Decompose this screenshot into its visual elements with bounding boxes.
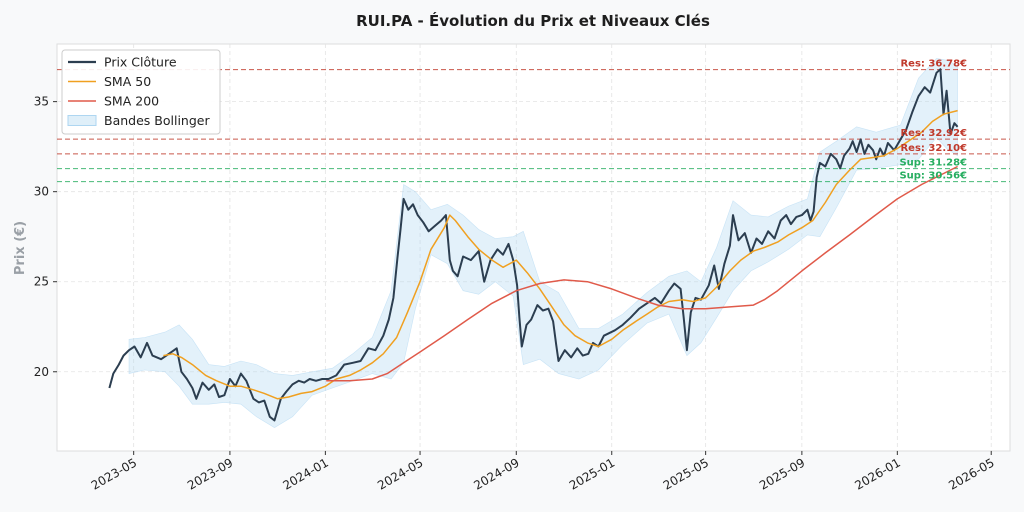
- x-tick-label: 2024-01: [280, 455, 330, 492]
- x-tick-label: 2024-09: [471, 455, 521, 492]
- price-line: [108, 68, 959, 422]
- legend-label-price: Prix Clôture: [104, 55, 177, 70]
- x-tick-label: 2024-05: [375, 455, 425, 492]
- x-tick-label: 2023-05: [89, 455, 139, 492]
- support-level-label: Sup: 31.28€: [899, 158, 967, 169]
- chart-title: RUI.PA - Évolution du Prix et Niveaux Cl…: [356, 11, 710, 30]
- y-tick-label: 35: [34, 95, 49, 109]
- grid-lines: [57, 44, 1010, 451]
- sma200-line: [326, 165, 958, 382]
- y-tick-label: 20: [34, 365, 49, 379]
- legend-swatch-bollinger: [67, 115, 97, 126]
- bollinger-band-area: [128, 58, 958, 428]
- legend-label-sma200: SMA 200: [104, 94, 159, 109]
- y-axis-label: Prix (€): [13, 221, 28, 275]
- legend-label-sma50: SMA 50: [104, 74, 151, 89]
- resistance-level-label: Res: 32.92€: [900, 128, 967, 139]
- x-tick-label: 2026-05: [946, 455, 996, 492]
- resistance-level-label: Res: 32.10€: [900, 143, 967, 154]
- x-tick-label: 2025-01: [567, 455, 617, 492]
- y-tick-label: 25: [34, 275, 49, 289]
- legend-box: [61, 49, 221, 135]
- y-axis-ticks: 20 25 30 35: [34, 95, 57, 379]
- x-tick-label: 2023-09: [185, 455, 235, 492]
- bollinger-bands: [128, 58, 958, 428]
- legend: Prix Clôture SMA 50 SMA 200 Bandes Bollinge…: [61, 49, 221, 135]
- sma50-line: [163, 109, 958, 400]
- x-tick-label: 2026-01: [852, 455, 902, 492]
- x-axis-ticks: 2023-05 2023-09 2024-01 2024-05 2024-09 2025-…: [89, 451, 997, 493]
- series-lines: [108, 68, 959, 422]
- x-tick-label: 2025-09: [757, 455, 807, 492]
- x-tick-label: 2025-05: [661, 455, 711, 492]
- key-level-labels: Res: 36.78€ Res: 32.92€ Res: 32.10€ Sup: 31…: [899, 59, 967, 182]
- legend-label-bollinger: Bandes Bollinger: [104, 113, 210, 128]
- y-tick-label: 30: [34, 185, 49, 199]
- resistance-level-label: Res: 36.78€: [900, 59, 967, 70]
- support-level-label: Sup: 30.56€: [899, 171, 967, 182]
